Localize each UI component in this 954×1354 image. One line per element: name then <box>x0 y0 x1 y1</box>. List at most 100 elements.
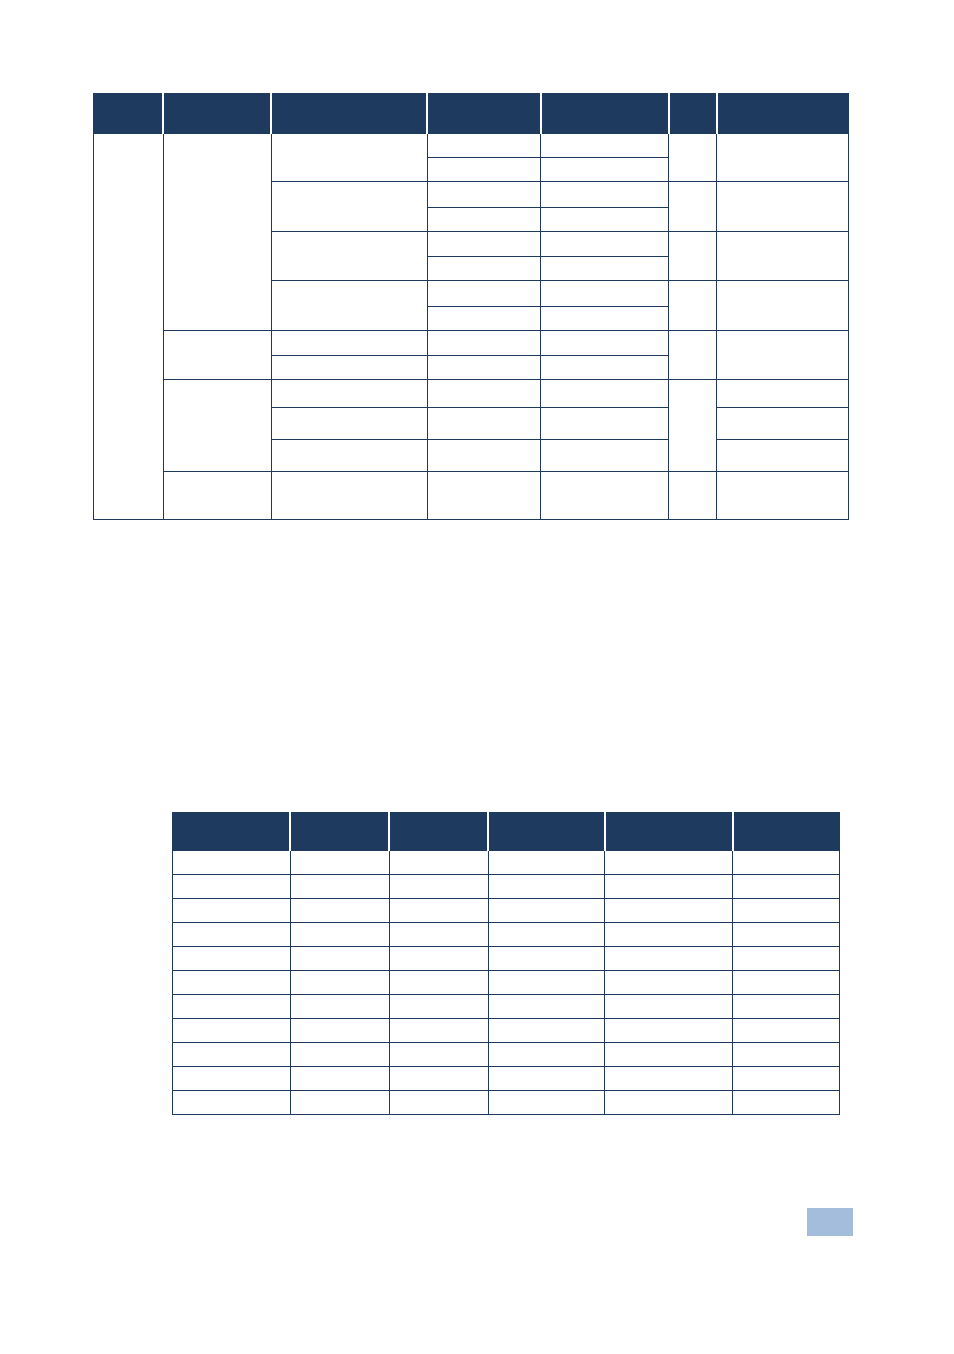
t2-cell <box>173 947 291 971</box>
t1-h5 <box>541 94 669 134</box>
t1-c6 <box>717 440 849 472</box>
table-row <box>173 851 840 875</box>
t2-cell <box>290 875 389 899</box>
t2-cell <box>733 995 840 1019</box>
t2-cell <box>173 1091 291 1115</box>
t1-h3 <box>271 94 427 134</box>
t2-cell <box>733 947 840 971</box>
t1-c1-a <box>163 134 271 331</box>
t1-c3 <box>427 158 541 182</box>
t1-c4 <box>541 182 669 208</box>
t2-cell <box>173 1043 291 1067</box>
t1-c3 <box>427 472 541 520</box>
t1-c3 <box>427 134 541 158</box>
t1-h2 <box>163 94 271 134</box>
t1-c3 <box>427 231 541 257</box>
table-2-body <box>173 851 840 1115</box>
table-row <box>94 330 849 356</box>
t2-cell <box>605 851 733 875</box>
t2-cell <box>733 1043 840 1067</box>
t2-cell <box>173 923 291 947</box>
table-row <box>173 995 840 1019</box>
t2-cell <box>173 971 291 995</box>
t2-cell <box>488 947 605 971</box>
t1-c5 <box>669 281 717 331</box>
t2-cell <box>389 1019 488 1043</box>
t1-h7 <box>717 94 849 134</box>
t1-c1-d <box>163 472 271 520</box>
t1-c3 <box>427 440 541 472</box>
t1-c4 <box>541 380 669 408</box>
t2-cell <box>605 1019 733 1043</box>
t1-c3 <box>427 408 541 440</box>
t2-cell <box>605 923 733 947</box>
t2-cell <box>389 875 488 899</box>
t1-c2 <box>271 380 427 408</box>
t2-cell <box>605 995 733 1019</box>
table-1-body <box>94 134 849 520</box>
t2-cell <box>290 995 389 1019</box>
t1-c4 <box>541 281 669 307</box>
t1-c4 <box>541 440 669 472</box>
t2-cell <box>733 875 840 899</box>
t1-c5 <box>669 330 717 380</box>
t1-c1-b <box>163 330 271 380</box>
t2-cell <box>605 947 733 971</box>
t1-c5 <box>669 134 717 182</box>
table-row <box>173 1091 840 1115</box>
t2-cell <box>173 851 291 875</box>
t1-c6 <box>717 231 849 281</box>
t1-c0 <box>94 134 164 520</box>
t1-c4 <box>541 257 669 281</box>
table-row <box>173 1019 840 1043</box>
t2-cell <box>290 1019 389 1043</box>
t2-cell <box>290 1043 389 1067</box>
t2-cell <box>173 1019 291 1043</box>
t2-cell <box>290 1067 389 1091</box>
t2-h4 <box>488 813 605 851</box>
t1-c6 <box>717 330 849 380</box>
t1-c2 <box>271 231 427 281</box>
t2-cell <box>488 1067 605 1091</box>
t1-c5 <box>669 472 717 520</box>
t1-c6 <box>717 380 849 408</box>
t2-cell <box>605 875 733 899</box>
t1-c4 <box>541 472 669 520</box>
t1-c2 <box>271 440 427 472</box>
t1-c4 <box>541 408 669 440</box>
t2-cell <box>389 899 488 923</box>
t2-cell <box>290 947 389 971</box>
t2-cell <box>733 1091 840 1115</box>
t2-h6 <box>733 813 840 851</box>
t2-cell <box>389 971 488 995</box>
t2-cell <box>290 851 389 875</box>
t2-cell <box>488 1091 605 1115</box>
t1-c5 <box>669 182 717 232</box>
t2-cell <box>290 971 389 995</box>
table-row <box>94 472 849 520</box>
t2-cell <box>605 1091 733 1115</box>
table-1 <box>93 93 849 520</box>
table-row <box>173 1043 840 1067</box>
t1-c3 <box>427 330 541 356</box>
t2-cell <box>488 851 605 875</box>
table-1-header-row <box>94 94 849 134</box>
t1-c6 <box>717 134 849 182</box>
table-row <box>173 947 840 971</box>
t1-c4 <box>541 134 669 158</box>
t2-cell <box>389 1067 488 1091</box>
t1-c6 <box>717 408 849 440</box>
t2-cell <box>389 923 488 947</box>
t2-cell <box>173 995 291 1019</box>
table-row <box>173 923 840 947</box>
t1-c4 <box>541 356 669 380</box>
t1-c2 <box>271 281 427 331</box>
t1-c2 <box>271 134 427 182</box>
table-2-header-row <box>173 813 840 851</box>
t1-h1 <box>94 94 164 134</box>
t2-cell <box>733 1019 840 1043</box>
t2-cell <box>389 851 488 875</box>
t2-cell <box>605 1043 733 1067</box>
table-row <box>94 380 849 408</box>
t1-c3 <box>427 380 541 408</box>
